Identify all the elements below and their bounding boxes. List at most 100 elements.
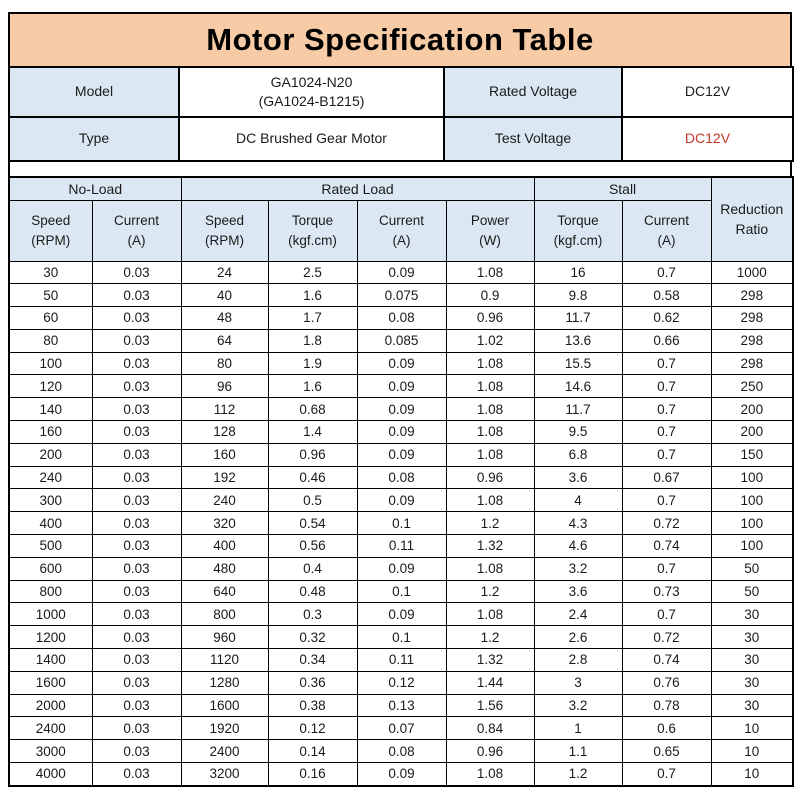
table-cell: 0.48	[267, 579, 358, 604]
table-cell: 0.09	[356, 374, 447, 399]
table-row: 1000 0.03 800 0.3 0.09 1.08 2.4 0.7 30	[8, 602, 794, 627]
table-cell: 1.1	[533, 739, 623, 764]
rated-voltage-value: DC12V	[621, 65, 794, 118]
table-cell: 0.12	[267, 716, 358, 741]
table-cell: 2.4	[533, 602, 623, 627]
test-voltage-value: DC12V	[621, 115, 794, 162]
info-row-type: Type DC Brushed Gear Motor Test Voltage …	[8, 115, 794, 162]
table-cell: 0.09	[356, 442, 447, 467]
column-header: Speed (RPM)	[180, 199, 269, 262]
column-header: Current (A)	[621, 199, 712, 262]
type-label: Type	[8, 115, 180, 162]
table-cell: 3000	[8, 739, 93, 764]
table-cell: 0.4	[267, 556, 358, 581]
table-cell: 0.38	[267, 693, 358, 718]
table-row: 1600 0.03 1280 0.36 0.12 1.44 3 0.76 30	[8, 670, 794, 695]
table-cell: 1.08	[445, 762, 535, 787]
table-cell: 150	[710, 442, 794, 467]
table-cell: 0.74	[621, 534, 712, 558]
table-cell: 0.08	[356, 739, 447, 764]
table-cell: 0.03	[91, 739, 182, 764]
table-cell: 48	[180, 306, 269, 330]
table-cell: 0.7	[621, 762, 712, 787]
table-row: 240 0.03 192 0.46 0.08 0.96 3.6 0.67 100	[8, 465, 794, 490]
table-cell: 0.03	[91, 556, 182, 581]
table-cell: 0.36	[267, 670, 358, 695]
table-row: 60 0.03 48 1.7 0.08 0.96 11.7 0.62 298	[8, 306, 794, 330]
table-cell: 0.03	[91, 579, 182, 604]
type-value: DC Brushed Gear Motor	[178, 115, 445, 162]
table-cell: 0.03	[91, 670, 182, 695]
reduction-ratio-header-line2: Ratio	[735, 221, 769, 237]
table-cell: 100	[710, 534, 794, 558]
table-cell: 0.09	[356, 397, 447, 422]
table-cell: 1.2	[445, 579, 535, 604]
table-cell: 0.03	[91, 511, 182, 536]
group-header-no-load: No-Load	[8, 176, 182, 201]
table-cell: 0.13	[356, 693, 447, 718]
table-cell: 298	[710, 328, 794, 353]
table-cell: 300	[8, 488, 93, 513]
table-cell: 0.67	[621, 465, 712, 490]
table-cell: 400	[8, 511, 93, 536]
table-cell: 15.5	[533, 351, 623, 376]
table-cell: 2400	[8, 716, 93, 741]
table-cell: 0.96	[445, 465, 535, 490]
table-cell: 2.5	[267, 260, 358, 285]
table-cell: 0.34	[267, 648, 358, 672]
table-cell: 0.62	[621, 306, 712, 330]
table-cell: 1.7	[267, 306, 358, 330]
table-cell: 0.11	[356, 534, 447, 558]
table-cell: 14.6	[533, 374, 623, 399]
table-cell: 0.7	[621, 374, 712, 399]
table-cell: 0.6	[621, 716, 712, 741]
table-cell: 30	[710, 625, 794, 650]
table-cell: 1.08	[445, 488, 535, 513]
table-cell: 800	[180, 602, 269, 627]
table-row: 1200 0.03 960 0.32 0.1 1.2 2.6 0.72 30	[8, 625, 794, 650]
table-cell: 1.44	[445, 670, 535, 695]
table-cell: 1.4	[267, 420, 358, 444]
table-cell: 1.08	[445, 442, 535, 467]
group-header-stall: Stall	[533, 176, 712, 201]
table-cell: 0.7	[621, 397, 712, 422]
table-cell: 1.2	[533, 762, 623, 787]
table-cell: 11.7	[533, 397, 623, 422]
column-header: Power (W)	[445, 199, 535, 262]
table-cell: 100	[8, 351, 93, 376]
table-cell: 30	[710, 693, 794, 718]
table-cell: 0.03	[91, 488, 182, 513]
table-cell: 64	[180, 328, 269, 353]
table-cell: 0.03	[91, 534, 182, 558]
table-cell: 1.08	[445, 351, 535, 376]
table-cell: 1200	[8, 625, 93, 650]
table-cell: 0.03	[91, 283, 182, 308]
table-cell: 0.07	[356, 716, 447, 741]
table-cell: 1.08	[445, 397, 535, 422]
table-cell: 4	[533, 488, 623, 513]
table-cell: 24	[180, 260, 269, 285]
table-cell: 0.03	[91, 442, 182, 467]
table-cell: 0.075	[356, 283, 447, 308]
table-cell: 4.6	[533, 534, 623, 558]
table-cell: 0.7	[621, 442, 712, 467]
table-cell: 0.56	[267, 534, 358, 558]
page-title: Motor Specification Table	[8, 12, 792, 68]
table-cell: 960	[180, 625, 269, 650]
table-cell: 0.72	[621, 511, 712, 536]
table-cell: 9.8	[533, 283, 623, 308]
table-cell: 0.3	[267, 602, 358, 627]
table-cell: 1.8	[267, 328, 358, 353]
column-header: Current (A)	[91, 199, 182, 262]
column-header: Current (A)	[356, 199, 447, 262]
table-cell: 1400	[8, 648, 93, 672]
table-row: 500 0.03 400 0.56 0.11 1.32 4.6 0.74 100	[8, 534, 794, 558]
table-row: 200 0.03 160 0.96 0.09 1.08 6.8 0.7 150	[8, 442, 794, 467]
table-row: 80 0.03 64 1.8 0.085 1.02 13.6 0.66 298	[8, 328, 794, 353]
table-cell: 1.56	[445, 693, 535, 718]
column-header-row: Speed (RPM) Current (A) Speed (RPM) Torque (kgf…	[8, 199, 793, 262]
table-cell: 0.72	[621, 625, 712, 650]
table-cell: 0.96	[445, 739, 535, 764]
table-cell: 1.08	[445, 602, 535, 627]
table-row: 600 0.03 480 0.4 0.09 1.08 3.2 0.7 50	[8, 556, 794, 581]
